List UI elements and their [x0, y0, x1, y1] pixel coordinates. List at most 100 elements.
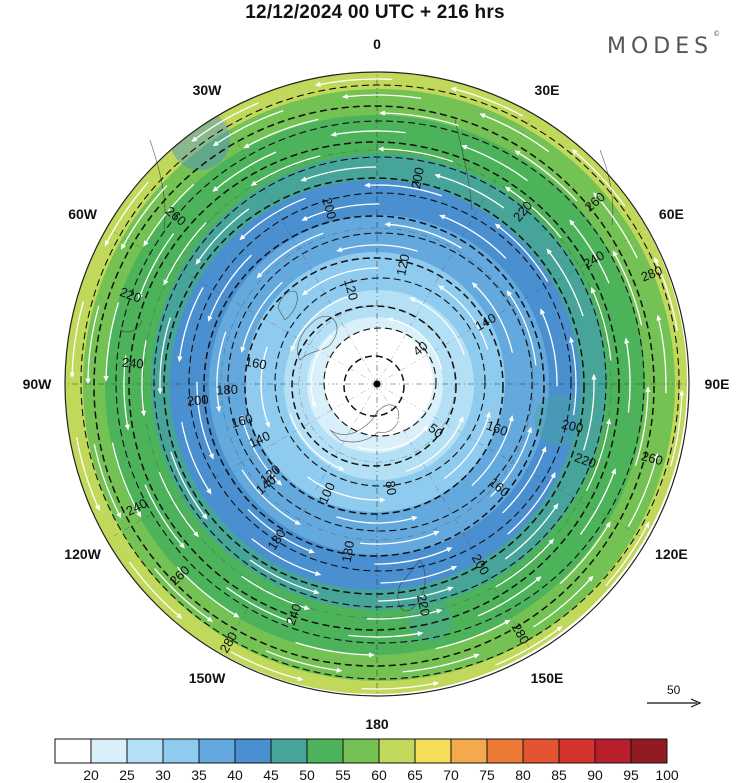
contour-label: 160 [484, 418, 510, 440]
streamline-arrow [144, 484, 185, 549]
meridian-line [220, 113, 378, 385]
streamline-arrow [241, 575, 311, 611]
contour-label: 160 [244, 354, 268, 373]
streamline-arrow [307, 476, 386, 503]
colorbar-swatch [342, 738, 380, 764]
streamline-arrow [495, 538, 555, 588]
streamline-arrow [477, 576, 542, 617]
streamline-arrow [361, 681, 440, 690]
streamline-arrow [143, 183, 195, 247]
colorbar-swatch [306, 738, 344, 764]
streamline-arrow [314, 78, 393, 87]
streamline-arrow [364, 182, 443, 197]
colorbar-tick-label: 65 [407, 767, 423, 783]
contour-label: 220 [414, 593, 433, 617]
meridian-line [376, 383, 534, 655]
streamline-arrow [409, 297, 465, 356]
streamline-arrow [585, 418, 612, 491]
colorbar-tick-label: 35 [191, 767, 207, 783]
streamline-arrow [502, 446, 547, 514]
height-contours [80, 84, 680, 680]
streamline-arrow [251, 538, 322, 576]
map-title: 12/12/2024 00 UTC + 216 hrs [245, 2, 505, 23]
copyright-mark: © [713, 30, 721, 38]
streamline-arrow [212, 151, 277, 192]
colorbar-swatch [450, 738, 488, 764]
colorbar-swatch [270, 738, 308, 764]
streamline-arrow [230, 651, 304, 682]
streamline-arrow [111, 442, 142, 518]
streamline-arrow [357, 425, 429, 451]
height-contour [244, 257, 504, 515]
colorbar-swatch [486, 738, 524, 764]
streamline-arrow [123, 355, 130, 431]
pole-marker [373, 380, 381, 388]
height-contour [203, 215, 545, 557]
streamline-arrow [191, 102, 259, 142]
colorbar-tick-label: 50 [299, 767, 315, 783]
streamline-arrow [75, 436, 100, 512]
streamline-arrow [627, 452, 659, 527]
longitude-label-lon-30e: 30E [534, 81, 560, 98]
colorbar-tick-label: 100 [655, 767, 679, 783]
reference-vector-arrow [647, 698, 702, 708]
streamline-arrow [582, 373, 597, 451]
streamline-arrow [330, 130, 406, 137]
contour-label: 220 [573, 450, 599, 472]
height-contour [274, 277, 486, 487]
streamline-arrow [387, 317, 442, 370]
streamline-arrow [372, 402, 415, 427]
streamline-arrow [334, 358, 344, 408]
contour-label: 160 [230, 411, 255, 431]
streamline-arrow [158, 472, 199, 538]
streamline-arrow [196, 381, 214, 460]
contour-label: 200 [560, 416, 584, 435]
contour-label: 180 [216, 382, 238, 398]
streamline-arrow [226, 586, 293, 624]
streamline-arrow [170, 451, 208, 520]
height-contour [323, 327, 437, 437]
height-contour [93, 105, 655, 667]
colorbar-tick-label: 75 [479, 767, 495, 783]
streamline-arrow [377, 146, 454, 163]
streamline-arrow [571, 149, 626, 207]
streamline-arrow [405, 416, 464, 472]
contour-label: 120 [341, 277, 361, 302]
colorbar-swatch [162, 738, 200, 764]
colorbar-tick-label: 70 [443, 767, 459, 783]
colorbar-swatch [414, 738, 452, 764]
contour-label: 240 [283, 602, 305, 628]
streamline-arrow [240, 415, 283, 486]
streamline-arrow [157, 317, 172, 395]
streamline-arrow [256, 232, 324, 279]
streamline-arrow [377, 586, 454, 602]
streamline-arrow [69, 301, 85, 379]
streamline-arrow [137, 233, 175, 300]
streamline-arrow [250, 155, 321, 186]
streamline-arrow [443, 411, 491, 480]
height-contour [188, 192, 572, 572]
colorbar-swatch [522, 738, 560, 764]
longitude-label-lon-60e: 60E [658, 206, 684, 222]
streamline-arrow [290, 296, 349, 352]
contour-label: 240 [121, 355, 144, 372]
contour-label: 180 [339, 539, 358, 563]
latitude-circle [220, 227, 534, 541]
streamline-arrow [265, 650, 343, 673]
streamline-arrow [634, 386, 651, 466]
streamline-arrow [579, 468, 617, 535]
longitude-label-lon-150w: 150W [188, 670, 226, 687]
streamline-arrow [85, 305, 100, 385]
streamline-arrow [366, 608, 443, 620]
streamline-arrow [435, 619, 511, 650]
height-contour [153, 156, 607, 608]
streamline-arrow [669, 389, 685, 467]
streamline-arrow [495, 626, 563, 666]
streamline-arrow [479, 113, 550, 153]
streamline-arrow [247, 509, 315, 554]
coastline-segment [277, 290, 298, 321]
colorbar-tick-label: 20 [83, 767, 99, 783]
brand-name: MODES [607, 34, 714, 59]
streamline-arrow [289, 412, 345, 471]
meridian-line [376, 383, 648, 541]
